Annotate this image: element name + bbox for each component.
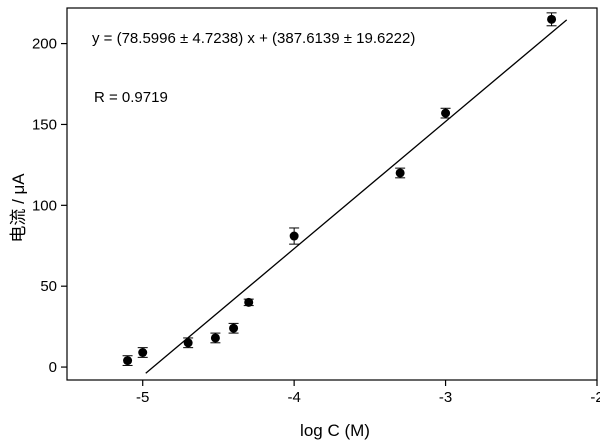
y-tick-label: 100 bbox=[32, 197, 57, 214]
data-point bbox=[244, 297, 254, 307]
x-axis-label: log C (M) bbox=[300, 421, 370, 440]
y-tick-label: 200 bbox=[32, 36, 57, 53]
y-tick-label: 50 bbox=[40, 278, 57, 295]
data-point bbox=[138, 348, 148, 358]
data-point bbox=[123, 356, 133, 366]
data-point bbox=[547, 14, 557, 24]
data-point bbox=[210, 333, 220, 343]
x-tick-label: -4 bbox=[287, 389, 300, 406]
data-point bbox=[441, 108, 451, 118]
x-tick-label: -5 bbox=[136, 389, 149, 406]
y-tick-label: 0 bbox=[49, 359, 57, 376]
fit-line-group bbox=[145, 19, 568, 374]
axes bbox=[66, 7, 598, 381]
plot-frame bbox=[66, 7, 598, 381]
r-annotation: R = 0.9719 bbox=[94, 89, 168, 106]
ticks: -5 -4 -3 -2 0 50 100 150 200 bbox=[32, 36, 600, 406]
x-tick-label: -2 bbox=[590, 389, 600, 406]
y-tick-label: 150 bbox=[32, 116, 57, 133]
data-point bbox=[395, 168, 405, 178]
data-point bbox=[229, 323, 239, 333]
equation-annotation: y = (78.5996 ± 4.7238) x + (387.6139 ± 1… bbox=[92, 30, 415, 47]
x-tick-label: -3 bbox=[439, 389, 452, 406]
fit-line bbox=[145, 19, 568, 374]
data-point bbox=[183, 338, 193, 348]
data-point bbox=[289, 231, 299, 241]
data-points bbox=[122, 12, 557, 366]
y-axis-label: 电流 / μA bbox=[9, 173, 28, 243]
